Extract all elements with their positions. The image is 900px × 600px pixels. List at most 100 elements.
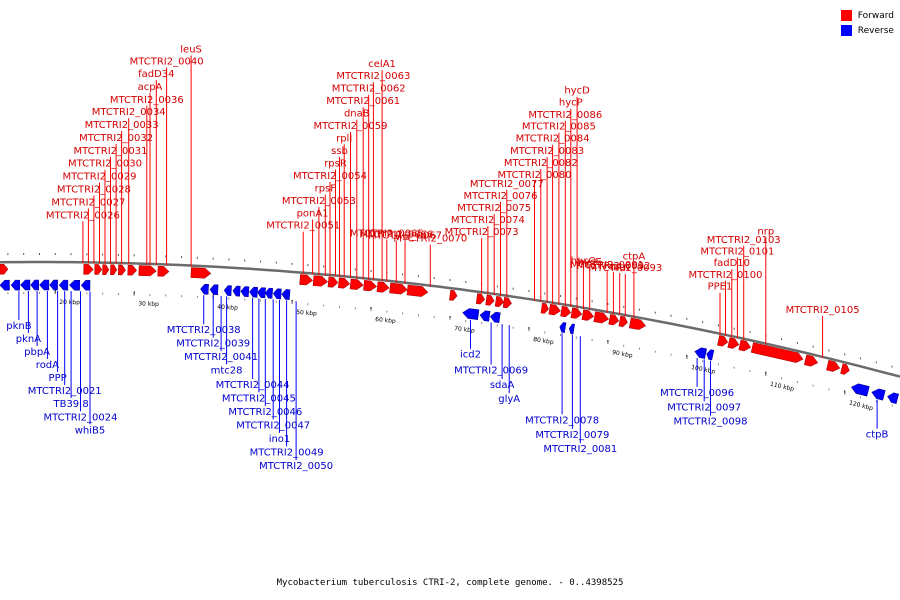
axis-tick-label: 100 kbp [690, 364, 716, 376]
forward-gene-arrow [190, 267, 212, 279]
forward-gene-arrow [540, 302, 549, 314]
forward-gene-arrow [475, 293, 485, 305]
forward-gene-label: MTCTRI2_0067 [368, 231, 442, 242]
forward-gene-arrow [494, 296, 504, 308]
reverse-gene-arrow [0, 279, 10, 291]
forward-gene-arrow [363, 280, 377, 292]
reverse-gene-arrow [887, 392, 900, 405]
axis-tick-label: 80 kbp [533, 336, 555, 346]
reverse-gene-label: MTCTRI2_0096 [660, 388, 734, 399]
reverse-gene-arrow [568, 323, 575, 335]
reverse-gene-arrow [694, 347, 707, 359]
axis-tick-label: 60 kbp [375, 316, 396, 325]
reverse-gene-arrow [58, 279, 69, 291]
reverse-gene-label: TB39.8 [52, 399, 88, 410]
forward-gene-label: MTCTRI2_0051 [266, 221, 340, 232]
forward-gene-arrow [593, 311, 609, 324]
forward-gene-label: MTCTRI2_0063 [336, 71, 410, 82]
forward-gene-label: MTCTRI2_0070 [393, 234, 467, 245]
forward-gene-arrow [376, 281, 390, 293]
forward-gene-label: MTCTRI2_0074 [451, 215, 525, 226]
reverse-gene-label: icd2 [460, 350, 481, 361]
reverse-gene-arrow [80, 280, 91, 291]
reverse-gene-arrow [706, 349, 715, 361]
reverse-gene-arrow [69, 279, 81, 291]
forward-gene-arrow [312, 275, 328, 287]
reverse-gene-label: MTCTRI2_0038 [167, 325, 241, 336]
reverse-gene-arrow [209, 284, 219, 296]
forward-gene-label: hycD [564, 86, 590, 97]
reverse-gene-label: PPP [49, 373, 67, 384]
axis-tick-label: 40 kbp [217, 304, 238, 312]
forward-gene-label: MTCTRI2_0082 [504, 158, 578, 169]
forward-gene-label: acpA [138, 82, 163, 93]
forward-gene-label: hycE [578, 257, 602, 268]
gene-features [0, 263, 900, 405]
forward-gene-label: MTCTRI2_0092 [576, 261, 650, 272]
forward-gene-label: MTCTRI2_0065 [350, 229, 424, 240]
forward-gene-label: MTCTRI2_0076 [464, 191, 538, 202]
reverse-gene-label: MTCTRI2_0045 [222, 393, 296, 404]
forward-gene-label: MTCTRI2_0053 [282, 196, 356, 207]
forward-gene-arrow [826, 359, 841, 372]
forward-gene-arrow [157, 265, 170, 277]
reverse-gene-label: rodA [36, 360, 59, 371]
reverse-gene-label: MTCTRI2_0046 [228, 407, 302, 418]
forward-gene-arrow [110, 264, 118, 276]
reverse-gene-arrow [265, 287, 274, 299]
forward-gene-arrow [717, 335, 729, 347]
forward-gene-label: rpsF [315, 184, 337, 195]
reverse-gene-arrow [559, 322, 567, 333]
forward-gene-label: celA1 [368, 59, 396, 70]
forward-gene-arrow [0, 263, 9, 275]
forward-gene-label: ssb [331, 146, 348, 157]
forward-gene-label: MTCTRI2_0073 [445, 227, 519, 238]
forward-gene-label: MTCTRI2_0034 [92, 107, 166, 118]
forward-gene-label: MTCTRI2_0062 [332, 84, 406, 95]
axis-tick-label: 110 kbp [769, 381, 795, 393]
forward-gene-label: MTCTRI2_0040 [130, 57, 204, 68]
forward-gene-label: ctpA [623, 252, 646, 263]
reverse-gene-label: glyA [498, 394, 520, 405]
reverse-gene-arrow [490, 311, 501, 323]
forward-gene-label: fadD34 [138, 69, 174, 80]
reverse-gene-arrow [249, 286, 258, 298]
forward-gene-label: hycQ [571, 256, 597, 267]
axis-tick-label: 70 kbp [454, 325, 476, 335]
reverse-gene-arrow [10, 279, 20, 291]
reverse-gene-arrow [223, 285, 232, 296]
forward-gene-label: MTCTRI2_0061 [326, 96, 400, 107]
legend-forward-label: Forward [857, 10, 894, 21]
forward-gene-label: MTCTRI2_0033 [85, 120, 159, 131]
reverse-gene-label: MTCTRI2_0098 [674, 417, 748, 428]
reverse-gene-label: MTCTRI2_0050 [259, 461, 333, 472]
legend-reverse-label: Reverse [857, 25, 894, 36]
reverse-gene-arrow [20, 279, 31, 291]
label-leaders [18, 55, 878, 461]
reverse-gene-label: mtc28 [211, 365, 243, 376]
forward-gene-label: MTCTRI2_0101 [700, 246, 774, 257]
forward-gene-arrow [389, 282, 408, 295]
reverse-gene-label: MTCTRI2_0021 [28, 386, 102, 397]
reverse-gene-label: MTCTRI2_0081 [543, 444, 617, 455]
axis-tick-label: 120 kbp [848, 400, 874, 413]
reverse-gene-label: MTCTRI2_0024 [44, 412, 118, 423]
forward-gene-label: MTCTRI2_0086 [528, 110, 602, 121]
forward-gene-label: MTCTRI2_0075 [457, 203, 531, 214]
reverse-gene-arrow [232, 285, 241, 297]
forward-gene-label: MTCTRI2_0059 [314, 121, 388, 132]
reverse-gene-label: MTCTRI2_0041 [184, 352, 258, 363]
forward-gene-arrow [570, 307, 583, 319]
forward-gene-label: MTCTRI2_0080 [498, 170, 572, 181]
forward-gene-arrow [727, 337, 740, 349]
reverse-gene-label: MTCTRI2_0044 [216, 380, 290, 391]
forward-gene-label: MTCTRI2_0084 [516, 134, 590, 145]
forward-gene-arrow [608, 314, 620, 326]
forward-gene-arrow [738, 339, 752, 352]
reverse-gene-label: ino1 [269, 434, 291, 445]
forward-gene-label: MTCTRI2_0077 [470, 179, 544, 190]
forward-gene-label: ponA1 [297, 209, 329, 220]
reverse-gene-arrow [462, 308, 480, 320]
forward-gene-label: MTCTRI2_0083 [510, 146, 584, 157]
forward-gene-label: MTCTRI2_0030 [68, 159, 142, 170]
